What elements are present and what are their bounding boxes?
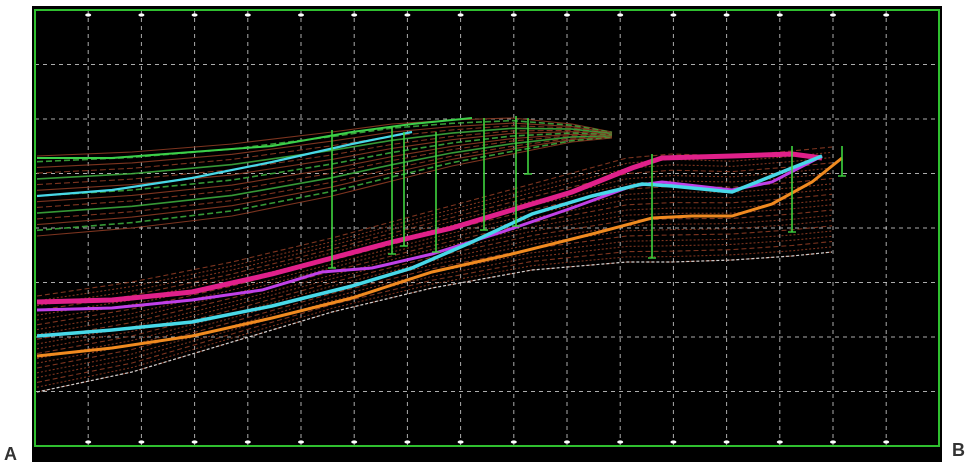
horizon-magenta [36, 151, 823, 305]
seismic-section-panel [32, 6, 942, 462]
tick-mark-bottom [564, 440, 570, 444]
tick-mark-bottom [510, 440, 517, 444]
tick-mark-bottom [883, 440, 890, 444]
horizon-brown [36, 240, 833, 383]
tick-mark-top [723, 13, 730, 17]
grid [35, 10, 939, 446]
well-markers [328, 116, 846, 269]
tick-mark-top [670, 13, 677, 17]
tick-mark-top [776, 13, 783, 17]
profile-end-label: B [952, 440, 965, 460]
horizon-brown [36, 146, 833, 297]
horizon-cyan [36, 154, 823, 338]
tick-mark-top [351, 13, 358, 17]
horizon-upper [36, 136, 613, 220]
horizon-brown [36, 188, 833, 335]
tick-mark-bottom [298, 440, 304, 444]
tick-mark-top [191, 13, 198, 17]
tick-mark-bottom [830, 440, 836, 444]
profile-start-label: A [4, 444, 17, 464]
tick-mark-bottom [244, 440, 251, 444]
horizon-brown [36, 204, 833, 350]
tick-mark-bottom [191, 440, 198, 444]
key-horizons [36, 130, 843, 358]
tick-mark-bottom [617, 440, 624, 444]
horizon-brown [36, 235, 833, 379]
horizon-upper [36, 132, 613, 197]
horizon-brown [36, 214, 833, 359]
tick-mark-bottom [457, 440, 464, 444]
horizon-upper [36, 136, 613, 232]
tick-mark-top [510, 13, 517, 17]
horizon-upper [36, 125, 613, 174]
horizon-brown [36, 230, 833, 374]
horizon-brown [36, 162, 833, 311]
tick-mark-bottom [351, 440, 358, 444]
tick-mark-top [85, 13, 92, 17]
horizon-brown [36, 251, 833, 393]
tick-mark-bottom [723, 440, 730, 444]
frame [34, 9, 940, 447]
tick-mark-top [457, 13, 464, 17]
horizon-orange [36, 156, 843, 358]
tick-mark-bottom [85, 440, 92, 444]
tick-mark-top [404, 13, 411, 17]
horizon-upper [36, 129, 613, 186]
tick-mark-top [564, 13, 570, 17]
tick-mark-bottom [670, 440, 677, 444]
horizon-brown [36, 219, 833, 364]
horizon-upper [36, 135, 613, 208]
horizon-brown [36, 225, 833, 369]
tick-mark-bottom [404, 440, 411, 444]
tick-mark-top [830, 13, 836, 17]
horizon-upper [36, 117, 613, 157]
seismic-section-plot [34, 9, 940, 447]
tick-mark-top [138, 13, 145, 17]
horizon-brown [36, 151, 833, 302]
tick-marks [85, 13, 890, 444]
tick-mark-bottom [776, 440, 783, 444]
tick-mark-top [617, 13, 624, 17]
tick-mark-top [298, 13, 304, 17]
tick-mark-bottom [138, 440, 145, 444]
frame-border [34, 9, 940, 447]
horizon-brown [36, 156, 833, 307]
horizon-brown [36, 167, 833, 316]
horizon-brown [36, 198, 833, 345]
horizon-brown [36, 209, 833, 355]
horizon-cyan-upper [36, 130, 413, 198]
horizon-top-green [37, 117, 473, 159]
tick-mark-top [244, 13, 251, 17]
horizon-base-white [36, 251, 833, 393]
horizon-upper [36, 131, 613, 191]
tick-mark-top [883, 13, 890, 17]
